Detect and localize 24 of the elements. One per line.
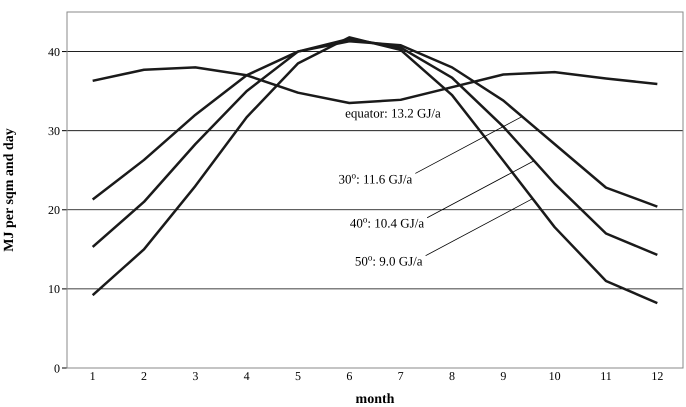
x-tick-label: 12: [651, 369, 664, 383]
x-tick-label: 4: [244, 369, 250, 383]
y-tick-label: 0: [54, 361, 60, 376]
y-tick-label: 10: [48, 282, 60, 296]
x-tick-label: 3: [192, 369, 198, 383]
x-tick-label: 7: [398, 369, 404, 383]
y-tick-label: 20: [48, 203, 60, 218]
annotation: 50$^{o}$: 9.0 GJ/a: [354, 252, 423, 269]
y-axis-title: MJ per sqm and day: [2, 128, 17, 252]
y-tick-label: 30: [48, 124, 60, 138]
annotation: equator: 13.2 GJ/a: [345, 105, 442, 120]
x-tick-label: 5: [295, 369, 301, 383]
annotation: 40$^{o}$: 10.4 GJ/a: [350, 214, 424, 231]
line-series: [91, 36, 659, 304]
x-tick-label: 6: [346, 369, 352, 383]
annotation: 30$^{o}$: 11.6 GJ/a: [338, 170, 413, 186]
x-tick-label: 8: [449, 369, 455, 383]
x-tick-label: 11: [600, 369, 612, 383]
x-tick-label: 10: [548, 369, 561, 383]
x-tick-label: 1: [90, 369, 96, 383]
x-tick-label: 9: [500, 369, 506, 383]
x-axis-title: month: [356, 392, 395, 407]
x-tick-label: 2: [141, 369, 147, 383]
y-tick-label: 40: [48, 44, 60, 59]
